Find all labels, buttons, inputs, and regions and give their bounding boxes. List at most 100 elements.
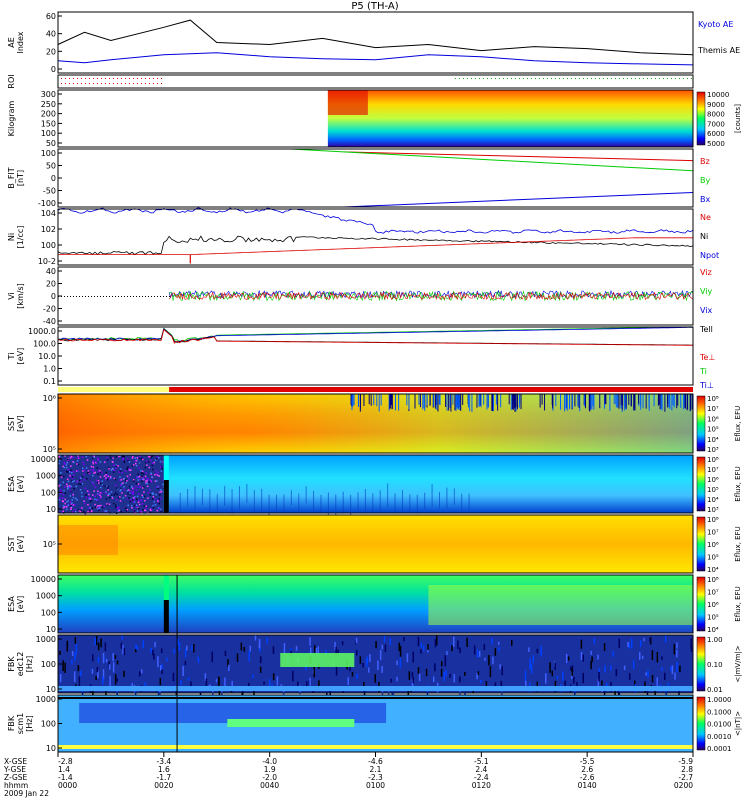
sst1-stripe bbox=[571, 394, 573, 408]
y-tick-label: 250 bbox=[41, 100, 56, 109]
colorbar bbox=[696, 91, 706, 146]
fbk1-noise bbox=[609, 665, 612, 671]
colorbar bbox=[696, 696, 706, 751]
fbk1-noise bbox=[661, 667, 663, 671]
fbk1-noise bbox=[305, 681, 308, 689]
y-axis-label: ESA bbox=[7, 596, 16, 612]
fbk1-noise bbox=[459, 676, 461, 683]
esa1-noise-dot bbox=[126, 509, 129, 511]
esa1-noise-dot bbox=[100, 504, 102, 507]
esa1-noise-dot bbox=[108, 493, 111, 495]
fbk1-green-region bbox=[280, 653, 355, 667]
esa1-noise-dot bbox=[67, 480, 70, 483]
colorbar-tick-label: 10⁶ bbox=[707, 476, 719, 484]
ti-legend-2: Ti bbox=[699, 367, 707, 376]
panel-frame bbox=[57, 208, 694, 266]
ni-legend-2: Npot bbox=[700, 251, 719, 260]
roi-dot bbox=[109, 78, 110, 79]
sst1-stripe bbox=[541, 394, 543, 405]
esa1-noise-dot bbox=[141, 494, 143, 497]
sst1-stripe bbox=[479, 394, 481, 406]
esa1-noise-dot bbox=[65, 506, 68, 508]
fbk1-noise bbox=[161, 669, 163, 675]
fbk1-noise bbox=[646, 687, 649, 696]
colorbar-tick-label: 10⁵ bbox=[707, 614, 719, 622]
chart-title: P5 (TH-A) bbox=[351, 1, 398, 12]
esa1-noise-dot bbox=[124, 507, 127, 510]
ni-series-npot bbox=[57, 207, 694, 234]
ti-series-3 bbox=[57, 328, 693, 346]
sst1-stripe bbox=[478, 394, 480, 408]
fbk1-noise bbox=[530, 663, 533, 674]
fbk1-noise bbox=[108, 664, 111, 670]
vi-zero-dot bbox=[127, 296, 128, 297]
fbk1-noise bbox=[365, 658, 368, 668]
esa1-noise-dot bbox=[106, 503, 108, 505]
esa1-noise-dot bbox=[98, 482, 100, 484]
x-axis-row-value: 2.8 bbox=[681, 765, 693, 774]
y-tick-label: -100 bbox=[38, 199, 56, 208]
esa1-noise-dot bbox=[99, 492, 102, 494]
esa1-noise-dot bbox=[107, 493, 110, 496]
y-axis-label: [eV] bbox=[16, 348, 25, 365]
esa1-noise-dot bbox=[85, 496, 87, 499]
sst1-stripe bbox=[565, 394, 567, 409]
esa1-noise-dot bbox=[88, 491, 90, 493]
fbk1-noise bbox=[120, 642, 123, 649]
vi-zero-dot bbox=[169, 296, 170, 297]
esa1-noise-dot bbox=[134, 496, 136, 498]
sst1-stripe bbox=[683, 394, 685, 410]
fbk1-noise bbox=[173, 648, 175, 654]
esa1-noise-dot bbox=[149, 489, 151, 491]
y-tick-label: 300 bbox=[41, 90, 56, 99]
fbk1-noise bbox=[580, 651, 583, 661]
fbk1-noise bbox=[104, 642, 107, 651]
esa1-noise-dot bbox=[87, 510, 89, 513]
roi-dot bbox=[113, 83, 114, 84]
esa1-noise-dot bbox=[142, 458, 144, 461]
esa1-streak bbox=[431, 484, 433, 507]
fbk1-noise bbox=[690, 638, 692, 650]
esa1-noise-dot bbox=[123, 456, 126, 458]
esa1-noise-dot bbox=[106, 504, 108, 506]
esa1-noise-dot bbox=[103, 505, 105, 508]
fbk1-noise bbox=[670, 666, 672, 672]
esa1-noise-dot bbox=[83, 502, 86, 505]
fbk1-noise bbox=[159, 690, 161, 697]
esa1-streak bbox=[387, 483, 389, 507]
sst1-stripe bbox=[539, 394, 541, 408]
esa1-noise-dot bbox=[89, 500, 92, 503]
esa1-noise-dot bbox=[112, 502, 115, 505]
y-tick-label: 10.0 bbox=[38, 352, 56, 361]
vi-zero-dot bbox=[70, 296, 71, 297]
roi-dot bbox=[85, 83, 86, 84]
sst1-stripe bbox=[487, 394, 489, 408]
fbk1-noise bbox=[369, 654, 371, 662]
x-axis-row-value: 2.6 bbox=[581, 765, 593, 774]
esa1-noise-dot bbox=[158, 475, 160, 477]
fbk1-noise bbox=[381, 644, 383, 650]
sst1-stripe bbox=[363, 394, 365, 407]
esa1-noise-dot bbox=[92, 468, 95, 471]
esa1-noise-dot bbox=[85, 494, 87, 496]
esa1-noise-dot bbox=[126, 475, 129, 478]
fbk1-bottom-band bbox=[58, 686, 693, 691]
esa1-noise-dot bbox=[91, 474, 94, 477]
mode-bar-slow bbox=[58, 387, 170, 392]
esa1-noise-dot bbox=[122, 497, 125, 499]
sst1-stripe bbox=[620, 394, 622, 406]
roi-dot bbox=[582, 78, 584, 79]
esa1-streak bbox=[401, 490, 403, 512]
sst1-stripe bbox=[436, 394, 438, 410]
sst1-stripe bbox=[566, 394, 568, 408]
fbk1-noise bbox=[601, 680, 603, 686]
x-axis-row-value: 2.4 bbox=[475, 765, 487, 774]
esa1-noise-dot bbox=[94, 471, 97, 474]
y-axis-label: Ni bbox=[7, 233, 16, 241]
sst1-stripe bbox=[633, 394, 635, 411]
fbk1-noise bbox=[224, 650, 227, 657]
esa1-noise-dot bbox=[159, 460, 162, 463]
esa1-noise-dot bbox=[95, 506, 98, 509]
roi-dot bbox=[105, 78, 106, 79]
